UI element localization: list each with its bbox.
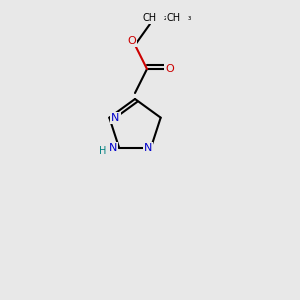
Text: N: N — [144, 143, 152, 153]
Text: CH: CH — [143, 13, 157, 23]
Text: ₂: ₂ — [164, 14, 166, 22]
Text: CH: CH — [167, 13, 181, 23]
Text: N: N — [111, 113, 119, 123]
Text: N: N — [109, 143, 117, 153]
Text: H: H — [99, 146, 106, 156]
Text: O: O — [165, 64, 174, 74]
Text: O: O — [128, 35, 136, 46]
Text: ₃: ₃ — [188, 14, 190, 22]
